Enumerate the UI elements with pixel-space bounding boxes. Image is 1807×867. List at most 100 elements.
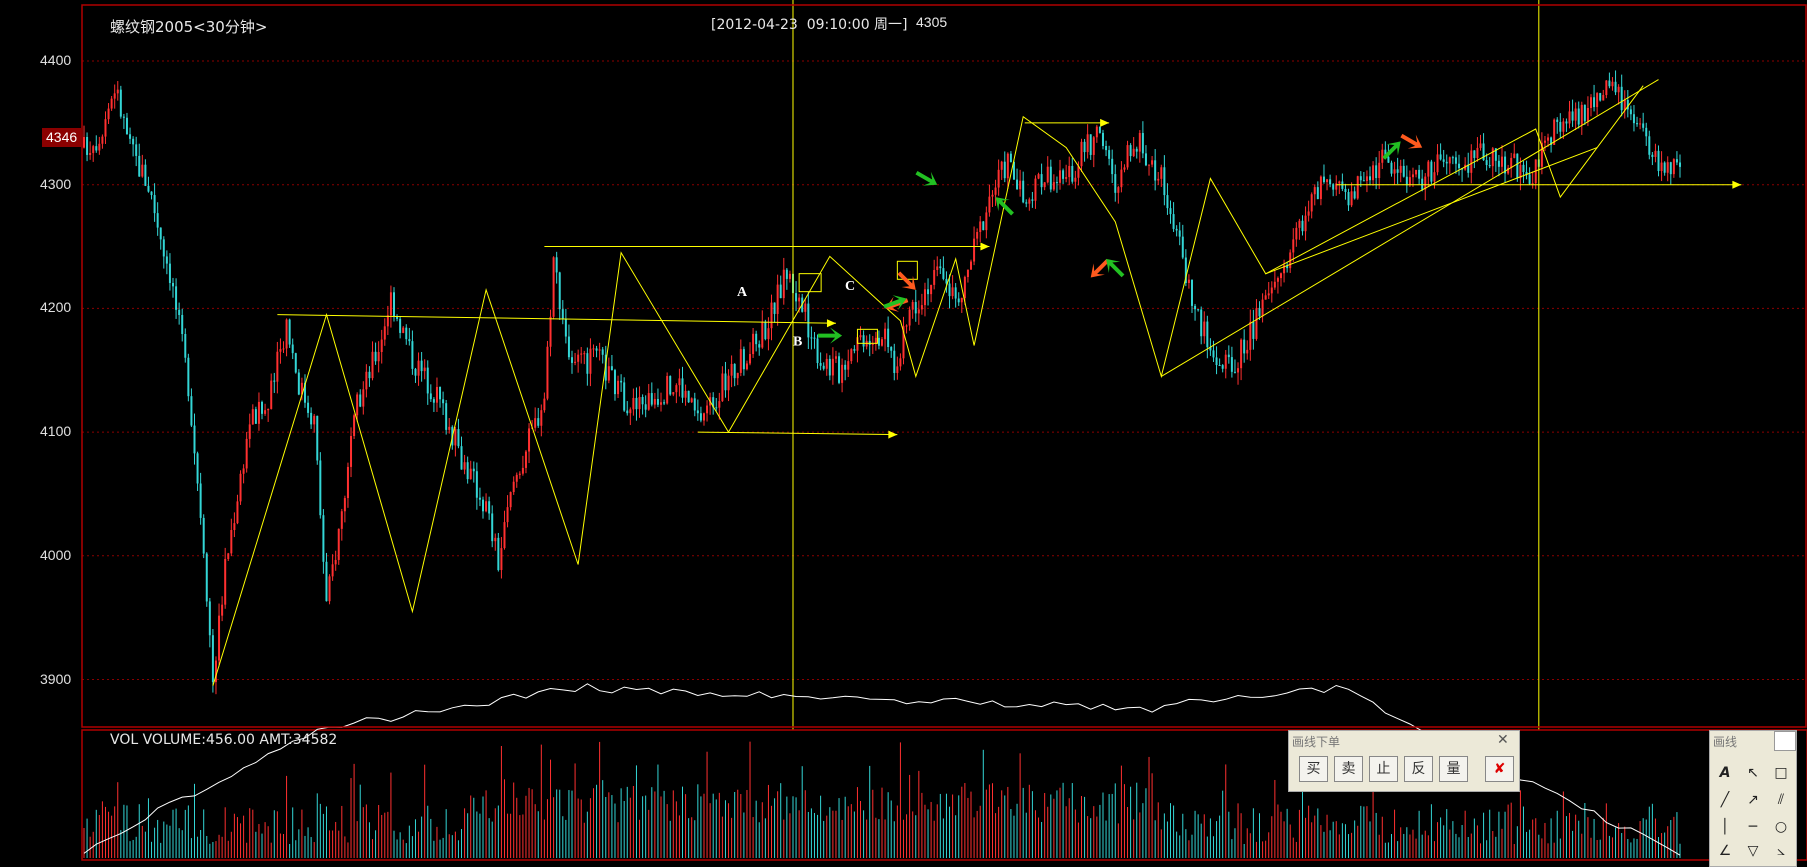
candle-body bbox=[1200, 309, 1203, 337]
candle-body bbox=[1037, 174, 1040, 179]
chart-frame bbox=[81, 4, 1807, 728]
candle-body bbox=[1326, 179, 1329, 183]
candle-body bbox=[1332, 184, 1335, 190]
angle-tool-icon[interactable]: ∠ bbox=[1718, 843, 1732, 859]
candle-body bbox=[211, 635, 214, 683]
trend-line bbox=[1265, 147, 1598, 275]
candle-body bbox=[503, 522, 506, 549]
candle-body bbox=[948, 283, 951, 297]
candle-body bbox=[524, 451, 527, 468]
buy-button[interactable]: 买 bbox=[1299, 756, 1328, 782]
candle-body bbox=[1059, 170, 1062, 183]
candle-body bbox=[1415, 169, 1418, 175]
candle-body bbox=[1221, 365, 1224, 369]
ray-arrowhead bbox=[888, 430, 898, 439]
chart-title: 螺纹钢2005<30分钟> bbox=[110, 18, 268, 36]
candle-body bbox=[1513, 153, 1516, 158]
candle-body bbox=[580, 353, 583, 355]
candle-body bbox=[1258, 308, 1261, 317]
candle-body bbox=[930, 284, 933, 295]
candle-body bbox=[1543, 140, 1546, 143]
candle-body bbox=[1181, 236, 1184, 258]
candle-body bbox=[199, 483, 202, 518]
parallel-tool-icon[interactable]: ⫽ bbox=[1777, 792, 1785, 808]
fan-tool-icon[interactable]: ⦣ bbox=[1776, 843, 1786, 859]
candle-body bbox=[1043, 182, 1046, 188]
candle-body bbox=[1313, 187, 1316, 195]
trend-drawings bbox=[212, 0, 1742, 730]
close-icon[interactable]: ✕ bbox=[1497, 732, 1509, 748]
candle-body bbox=[362, 389, 365, 407]
candle-body bbox=[294, 353, 297, 373]
candle-body bbox=[316, 415, 319, 461]
candle-body bbox=[528, 428, 531, 452]
candle-body bbox=[1372, 165, 1375, 181]
y-tick-label: 3900 bbox=[40, 670, 72, 687]
candle-body bbox=[193, 425, 196, 454]
candle-body bbox=[745, 363, 748, 370]
candle-body bbox=[1230, 357, 1233, 372]
candle-body bbox=[887, 328, 890, 348]
candle-body bbox=[383, 326, 386, 340]
candle-body bbox=[853, 349, 856, 351]
ray-tool-icon[interactable]: ↗ bbox=[1747, 792, 1759, 808]
candle-body bbox=[1445, 161, 1448, 164]
candle-body bbox=[1071, 165, 1074, 182]
candle-body bbox=[1365, 176, 1368, 182]
line-tool-icon[interactable]: ╱ bbox=[1720, 792, 1730, 808]
candle-body bbox=[1679, 162, 1681, 167]
quantity-button[interactable]: 量 bbox=[1439, 756, 1468, 782]
candle-body bbox=[365, 371, 368, 390]
candle-body bbox=[472, 468, 475, 472]
cancel-order-button[interactable]: ✘ bbox=[1485, 756, 1514, 782]
candle-body bbox=[736, 372, 739, 379]
candle-body bbox=[994, 187, 997, 195]
candle-body bbox=[1270, 287, 1273, 294]
candle-body bbox=[1148, 164, 1151, 166]
vertical-line-tool-icon[interactable]: │ bbox=[1720, 819, 1730, 835]
horizontal-line-tool-icon[interactable]: ─ bbox=[1748, 819, 1758, 835]
candle-body bbox=[1341, 181, 1344, 189]
candle-body bbox=[798, 297, 801, 302]
candle-body bbox=[1353, 191, 1356, 199]
candle-body bbox=[141, 164, 144, 177]
stop-button[interactable]: 止 bbox=[1369, 756, 1398, 782]
candle-body bbox=[1458, 163, 1461, 169]
ellipse-tool-icon[interactable]: ○ bbox=[1774, 819, 1788, 835]
candle-body bbox=[1095, 126, 1098, 138]
candle-body bbox=[970, 261, 973, 270]
candle-body bbox=[337, 528, 340, 560]
text-tool-icon[interactable]: A bbox=[1719, 765, 1731, 781]
green-arrow-icon bbox=[818, 327, 843, 344]
candle-body bbox=[828, 358, 831, 376]
pointer-tool-icon[interactable]: ↖ bbox=[1747, 765, 1759, 781]
candle-body bbox=[1396, 169, 1399, 173]
candle-body bbox=[782, 269, 785, 299]
candle-body bbox=[1101, 132, 1104, 147]
candle-body bbox=[1172, 214, 1175, 229]
rectangle-tool-icon[interactable]: □ bbox=[1774, 765, 1788, 781]
candle-body bbox=[405, 327, 408, 340]
candle-body bbox=[1378, 162, 1381, 179]
candle-body bbox=[807, 303, 810, 338]
candle-body bbox=[1329, 179, 1332, 185]
triangle-tool-icon[interactable]: ▽ bbox=[1747, 843, 1759, 859]
ray-arrowhead bbox=[1100, 118, 1110, 127]
panel-handle[interactable] bbox=[1774, 731, 1796, 751]
candle-body bbox=[374, 351, 377, 362]
candle-body bbox=[1218, 365, 1221, 367]
candle-body bbox=[485, 501, 488, 512]
candle-body bbox=[521, 467, 524, 474]
candle-body bbox=[1089, 134, 1092, 155]
candle-body bbox=[785, 269, 788, 279]
candle-body bbox=[706, 405, 709, 414]
reverse-button[interactable]: 反 bbox=[1404, 756, 1433, 782]
candle-body bbox=[181, 314, 184, 335]
candle-body bbox=[1424, 176, 1427, 190]
sell-button[interactable]: 卖 bbox=[1334, 756, 1363, 782]
candle-body bbox=[1295, 227, 1298, 240]
candle-body bbox=[1485, 160, 1488, 166]
candle-body bbox=[279, 349, 282, 352]
ray-arrowhead bbox=[1732, 180, 1742, 189]
